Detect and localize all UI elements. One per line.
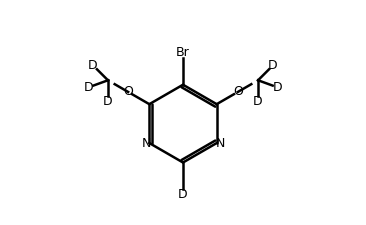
Text: D: D bbox=[273, 81, 283, 94]
Text: D: D bbox=[268, 59, 278, 72]
Text: N: N bbox=[215, 137, 225, 150]
Text: D: D bbox=[103, 95, 113, 108]
Text: O: O bbox=[233, 85, 243, 98]
Text: O: O bbox=[123, 85, 133, 98]
Text: D: D bbox=[83, 81, 93, 94]
Text: D: D bbox=[178, 188, 188, 201]
Text: N: N bbox=[141, 137, 151, 150]
Text: D: D bbox=[253, 95, 263, 108]
Text: D: D bbox=[88, 59, 98, 72]
Text: Br: Br bbox=[176, 46, 190, 59]
